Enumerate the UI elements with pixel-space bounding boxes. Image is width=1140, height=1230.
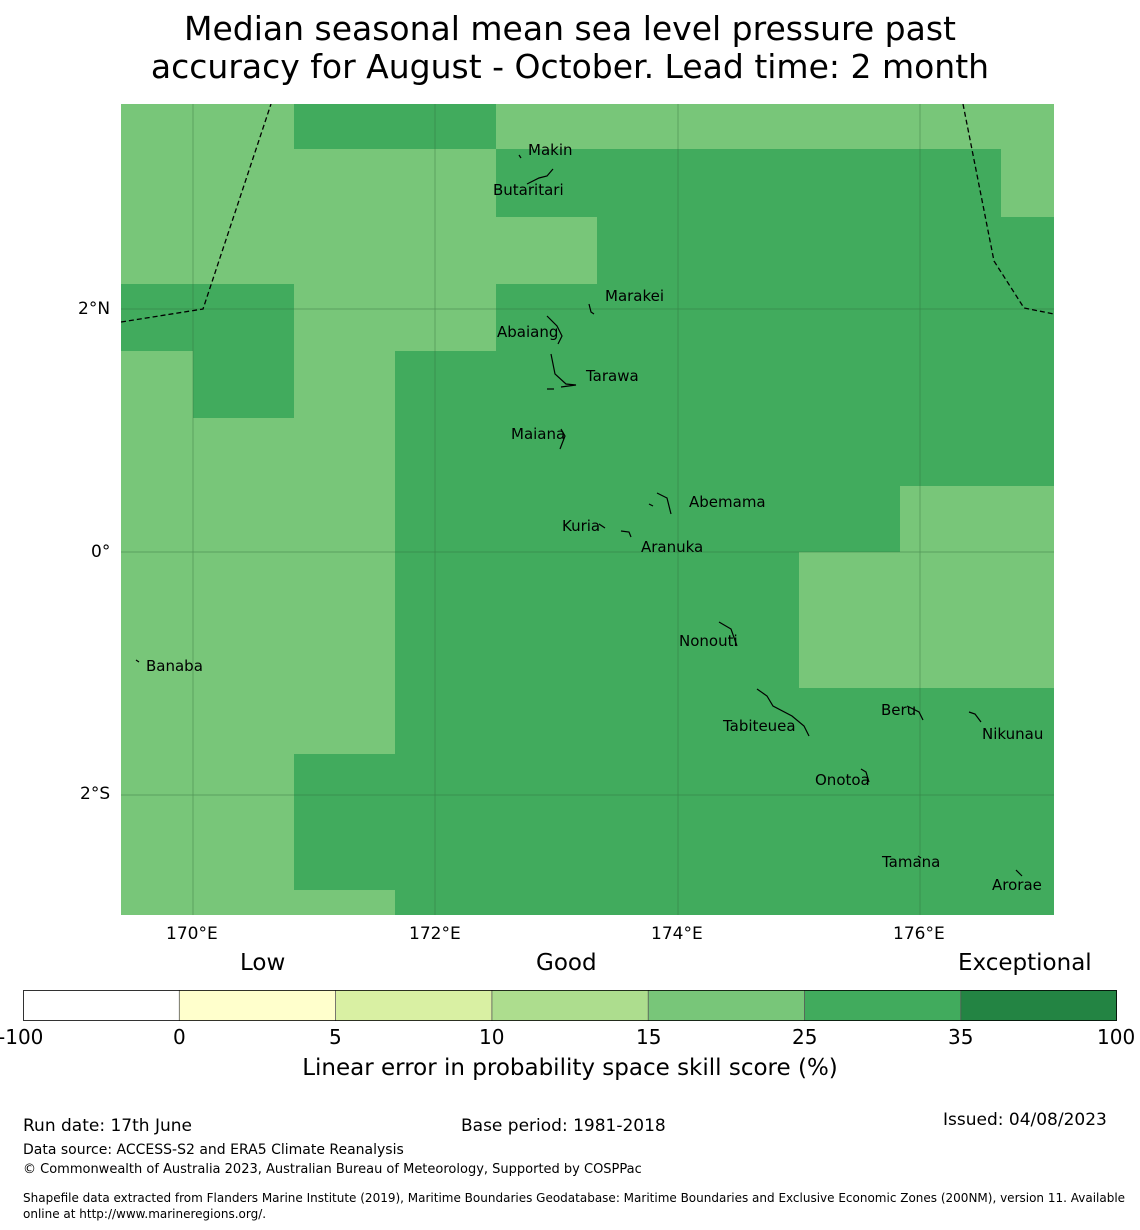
island-label-maiana: Maiana bbox=[511, 425, 566, 443]
island-label-nonouti: Nonouti bbox=[679, 632, 738, 650]
island-label-butaritari: Butaritari bbox=[493, 181, 564, 199]
island-label-marakei: Marakei bbox=[605, 287, 665, 305]
island-label-banaba: Banaba bbox=[146, 657, 203, 675]
island-label-abaiang: Abaiang bbox=[497, 323, 559, 341]
colorbar-segment-5-10 bbox=[335, 990, 492, 1021]
skill-cells-dark bbox=[121, 104, 1054, 915]
lat-tick-2n: 2°N bbox=[78, 299, 111, 319]
colorbar-tick-25: 25 bbox=[792, 1025, 818, 1049]
lat-tick-2s: 2°S bbox=[80, 784, 111, 804]
lon-tick-176: 176°E bbox=[893, 924, 945, 944]
island-label-onotoa: Onotoa bbox=[815, 771, 870, 789]
island-label-tabiteuea: Tabiteuea bbox=[723, 717, 796, 735]
island-label-tamana: Tamana bbox=[882, 853, 941, 871]
island-label-abemama: Abemama bbox=[689, 493, 766, 511]
colorbar-tick-15: 15 bbox=[636, 1025, 662, 1049]
shapefile-credit-line-2: online at http://www.marineregions.org/. bbox=[23, 1207, 267, 1221]
colorbar-label: Linear error in probability space skill … bbox=[302, 1055, 838, 1081]
gridlines bbox=[121, 104, 1054, 915]
island-outlines bbox=[135, 154, 1023, 877]
island-label-arorae: Arorae bbox=[992, 876, 1042, 894]
island-label-makin: Makin bbox=[528, 141, 573, 159]
lat-tick-0: 0° bbox=[91, 542, 111, 562]
colorbar-tick-10: 10 bbox=[479, 1025, 505, 1049]
colorbar-category-low: Low bbox=[240, 950, 286, 976]
colorbar-tick-35: 35 bbox=[948, 1025, 974, 1049]
colorbar-tick-neg100: -100 bbox=[0, 1025, 44, 1049]
data-source: Data source: ACCESS-S2 and ERA5 Climate … bbox=[23, 1142, 404, 1158]
colorbar-segment-25-35 bbox=[804, 990, 961, 1021]
skill-map bbox=[121, 104, 1054, 915]
lon-tick-170: 170°E bbox=[166, 924, 218, 944]
island-label-nikunau: Nikunau bbox=[982, 725, 1044, 743]
island-label-aranuka: Aranuka bbox=[641, 538, 704, 556]
base-period: Base period: 1981-2018 bbox=[461, 1116, 666, 1136]
island-label-kuria: Kuria bbox=[562, 517, 601, 535]
run-date: Run date: 17th June bbox=[23, 1116, 192, 1136]
issued-date: Issued: 04/08/2023 bbox=[943, 1110, 1107, 1130]
colorbar-segment-35-100 bbox=[960, 990, 1117, 1021]
lon-tick-174: 174°E bbox=[651, 924, 703, 944]
copyright: © Commonwealth of Australia 2023, Austra… bbox=[23, 1162, 642, 1177]
shapefile-credit-line-1: Shapefile data extracted from Flanders M… bbox=[23, 1191, 1126, 1205]
colorbar-segment-10-15 bbox=[491, 990, 649, 1021]
title-line-2: accuracy for August - October. Lead time… bbox=[150, 47, 990, 86]
map-title: Median seasonal mean sea level pressure … bbox=[0, 10, 1140, 86]
colorbar-tick-5: 5 bbox=[329, 1025, 342, 1049]
colorbar-tick-0: 0 bbox=[173, 1025, 186, 1049]
colorbar bbox=[23, 990, 1117, 1021]
colorbar-segment-15-25 bbox=[648, 990, 805, 1021]
island-label-tarawa: Tarawa bbox=[586, 367, 639, 385]
lon-tick-172: 172°E bbox=[409, 924, 461, 944]
eez-boundaries bbox=[121, 104, 1054, 323]
colorbar-segment-neg100-0 bbox=[23, 990, 180, 1021]
colorbar-category-exceptional: Exceptional bbox=[958, 950, 1092, 976]
colorbar-tick-100: 100 bbox=[1097, 1025, 1136, 1049]
island-label-beru: Beru bbox=[881, 701, 917, 719]
colorbar-category-good: Good bbox=[536, 950, 597, 976]
title-line-1: Median seasonal mean sea level pressure … bbox=[184, 9, 956, 48]
colorbar-segment-0-5 bbox=[179, 990, 336, 1021]
